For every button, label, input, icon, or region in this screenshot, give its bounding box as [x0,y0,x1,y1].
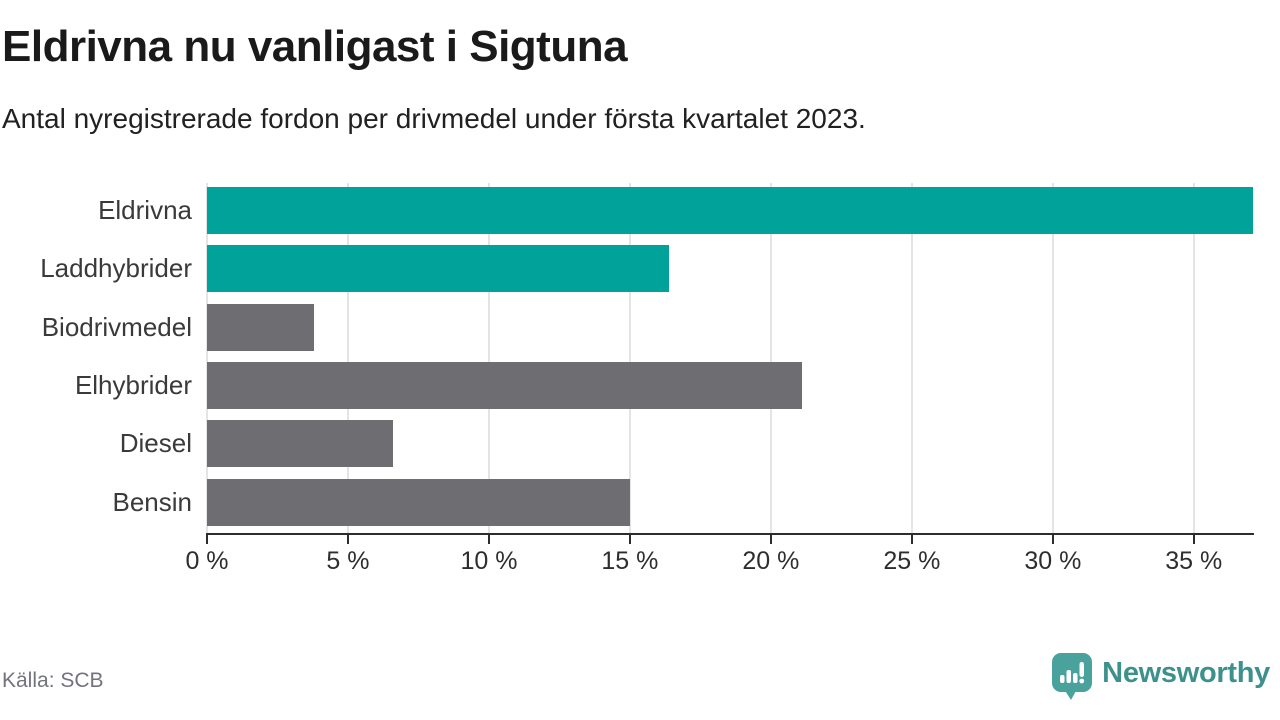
gridline [206,183,208,533]
axis-tick [1051,535,1054,544]
category-label: Biodrivmedel [41,311,192,342]
gridline [1051,183,1054,533]
gridline [487,183,490,533]
plot-area [206,183,1253,533]
bar [207,420,394,468]
gridline [1192,183,1195,533]
category-label: Diesel [119,428,192,459]
source-note: Källa: SCB [2,669,104,692]
axis-tick-label: 0 % [185,547,229,575]
axis-tick-label: 20 % [742,547,800,575]
newsworthy-icon [1052,653,1093,700]
category-label: Elhybrider [74,370,192,400]
bar [207,303,315,351]
newsworthy-wordmark: Newsworthy [1102,656,1270,689]
axis-tick [206,535,208,544]
bar [207,362,802,409]
newsworthy-logo: Newsworthy [1051,652,1270,700]
gridline [769,183,772,533]
axis-tick [487,535,490,544]
axis-tick-label: 5 % [326,547,370,575]
bar-chart: Eldrivna Laddhybrider Biodrivmedel Elhybrid… [0,183,1280,593]
axis-tick-label: 30 % [1024,547,1082,575]
axis-tick-label: 35 % [1165,547,1223,575]
category-label: Eldrivna [98,195,192,225]
chart-subtitle: Antal nyregistrerade fordon per drivmede… [2,103,866,134]
bar [207,187,1253,234]
category-label: Bensin [112,486,193,517]
chart-title: Eldrivna nu vanligast i Sigtuna [2,22,628,71]
axis-tick [628,535,631,544]
x-axis-line [206,533,1254,535]
bar [207,478,630,526]
footer: Källa: SCB Newsworthy [0,640,1280,720]
axis-tick [769,535,772,544]
axis-tick [910,535,913,544]
gridline [346,183,349,533]
axis-tick-label: 10 % [460,547,518,575]
axis-tick-label: 15 % [601,547,659,575]
axis-tick [1192,535,1195,544]
axis-tick [346,535,349,544]
axis-tick-label: 25 % [883,547,941,575]
bar [207,245,670,293]
gridline [910,183,913,533]
category-label: Laddhybrider [40,253,192,284]
gridline [628,183,631,533]
